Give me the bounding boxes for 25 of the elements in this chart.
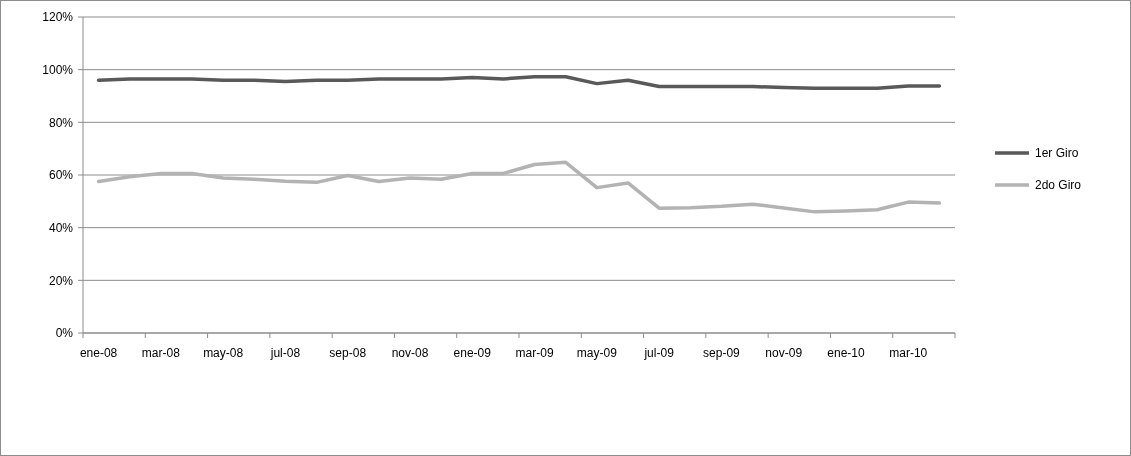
line-series	[96, 75, 942, 91]
x-tick-label: mar-10	[889, 346, 928, 360]
x-tick-label: nov-08	[391, 346, 429, 360]
y-tick-label: 0%	[55, 326, 74, 341]
y-tick-label: 20%	[48, 273, 74, 288]
x-tick-label: may-08	[203, 346, 244, 360]
x-tick-label: ene-08	[79, 346, 118, 360]
y-tick-label: 100%	[42, 62, 74, 77]
x-tick-label: ene-10	[827, 346, 865, 360]
legend-label: 1er Giro	[1035, 146, 1079, 161]
x-tick-label: ene-09	[453, 346, 492, 360]
x-tick-label: mar-08	[141, 346, 181, 360]
y-tick-label: 40%	[48, 220, 74, 235]
x-tick-label: sep-08	[329, 346, 367, 360]
line-series	[96, 160, 942, 214]
x-tick-label: sep-09	[703, 346, 741, 360]
x-tick-label: mar-09	[515, 346, 554, 360]
x-tick-label: jul-08	[269, 346, 301, 360]
y-tick-label: 120%	[42, 10, 74, 25]
x-tick-label: may-09	[576, 346, 618, 360]
y-tick-label: 80%	[48, 115, 74, 130]
y-tick-label: 60%	[48, 168, 74, 183]
x-tick-label: jul-09	[643, 346, 675, 360]
x-tick-label: nov-09	[765, 346, 803, 360]
legend-label: 2do Giro	[1035, 178, 1082, 193]
